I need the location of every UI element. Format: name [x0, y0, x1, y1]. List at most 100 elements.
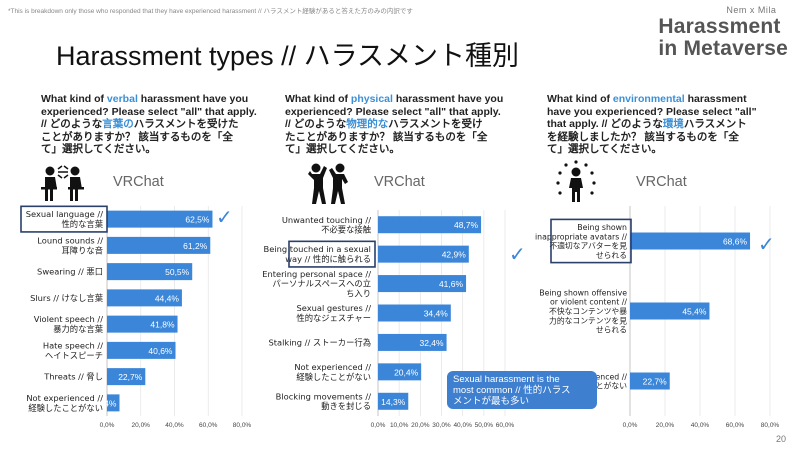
highlight-box [550, 218, 632, 264]
x-tick-label: 10,0% [390, 422, 409, 429]
bar-value-label: 7,4% [97, 398, 117, 408]
bar [107, 289, 182, 307]
chart-title-verbal: VRChat [113, 174, 164, 190]
bar-value-label: 45,4% [682, 307, 707, 317]
category-label: Being shown offensive [539, 288, 627, 297]
page-number: 20 [775, 434, 786, 444]
category-label: 耳障りな音 [62, 245, 104, 255]
category-label: Unwanted touching // [282, 215, 371, 225]
category-label: Not experienced // [26, 393, 103, 403]
bar [630, 372, 670, 390]
page-title: Harassment types // ハラスメント種別 [56, 41, 520, 71]
bar-value-label: 40,6% [148, 346, 173, 356]
q-text: ことがありますか？ 該当するものを「全 [41, 130, 233, 143]
x-tick-label: 20,0% [656, 422, 675, 429]
q-highlight: physical [350, 93, 393, 105]
x-tick-label: 80,0% [761, 422, 780, 429]
bar [630, 302, 710, 320]
category-label: せられる [596, 326, 627, 335]
q-text: harassment have you [392, 93, 504, 105]
q-text: て」選択してください。 [285, 143, 400, 155]
brand-sub: Nem x Mila [726, 5, 777, 15]
q-text: What kind of [285, 93, 351, 105]
q-text: たことがありますか？ 該当するものを「全 [285, 130, 488, 143]
footnote: *This is breakdown only those who respon… [8, 8, 413, 15]
q-text: What kind of [547, 93, 613, 105]
q-highlight: 言葉の [102, 118, 134, 130]
bar [107, 210, 213, 228]
category-label: Slurs // けなし言葉 [30, 293, 104, 303]
q-text: harassment [684, 93, 747, 105]
category-label: Lound sounds // [37, 235, 103, 245]
q-highlight: 環境 [662, 118, 684, 130]
callout-text: most common // 性的ハラス [453, 385, 571, 396]
x-tick-label: 40,0% [453, 422, 472, 429]
highlight-box [20, 205, 108, 233]
category-label: way // 性的に触られる [285, 254, 371, 264]
bar-value-label: 50,5% [165, 267, 190, 277]
brand-line2: in Metaverse [658, 37, 788, 60]
question-environmental: What kind of environmental harassment ha… [547, 93, 792, 156]
q-text: experienced? Please select "all" that ap… [285, 105, 501, 118]
q-highlight: verbal [106, 93, 138, 105]
category-label: Sexual language // [26, 209, 103, 219]
category-label: 力的なコンテンツを見 [549, 315, 627, 325]
bar-value-label: 41,8% [150, 320, 175, 330]
bar-value-label: 68,6% [723, 237, 748, 247]
q-text: て」選択してください。 [547, 143, 662, 155]
bar [107, 236, 211, 254]
category-label: 経験したことがない [28, 403, 103, 413]
bar [378, 363, 422, 381]
category-label: 性的なジェスチャー [296, 313, 371, 323]
q-highlight: 物理的な [346, 118, 389, 130]
q-text: を経験しましたか？ 該当するものを「全 [547, 130, 739, 143]
bar [107, 263, 193, 281]
q-text: ハラスメントを受けた [133, 118, 239, 130]
bar-value-label: 20,4% [394, 367, 419, 377]
q-text: that apply. // どのような [547, 118, 663, 130]
category-label: Stalking // ストーカー行為 [269, 337, 372, 347]
category-label: Swearing // 悪口 [37, 267, 103, 277]
category-label: ち入り [346, 288, 371, 298]
x-tick-label: 60,0% [199, 422, 218, 429]
q-text: What kind of [41, 93, 107, 105]
category-label: 不適切なアバターを見 [549, 241, 627, 251]
q-text: ハラスメント [683, 118, 747, 130]
category-label: 暴力的な言葉 [53, 324, 103, 334]
bar-value-label: 14,3% [381, 397, 406, 407]
chart-title-environmental: VRChat [636, 174, 687, 190]
category-label: 不快なコンテンツや暴 [549, 306, 627, 316]
bar [107, 368, 146, 386]
x-tick-label: 50,0% [475, 422, 494, 429]
bar-value-label: 62,5% [185, 215, 210, 225]
bar-value-label: 44,4% [155, 293, 180, 303]
q-text: harassment have you [137, 93, 249, 105]
category-label: Hate speech // [43, 340, 103, 350]
q-text: // どのような [285, 118, 347, 130]
x-tick-label: 40,0% [165, 422, 184, 429]
bar [107, 394, 120, 412]
bar [378, 304, 451, 322]
category-label: 動きを封じる [321, 401, 371, 411]
category-label: Violent speech // [34, 314, 103, 324]
callout-text: メントが最も多い [453, 396, 530, 407]
bar-value-label: 48,7% [454, 220, 479, 230]
x-tick-label: 60,0% [726, 422, 745, 429]
chart-title-physical: VRChat [374, 174, 425, 190]
x-tick-label: 0,0% [371, 422, 386, 429]
category-label: Entering personal space // [262, 269, 371, 279]
category-label: Sexual gestures // [296, 303, 371, 313]
bar-value-label: 34,4% [424, 309, 449, 319]
category-label: せられる [596, 251, 627, 260]
x-tick-label: 20,0% [411, 422, 430, 429]
callout-text: Sexual harassment is the [453, 374, 560, 385]
check-icon: ✓ [216, 207, 233, 229]
q-text: experienced? Please select "all" that ap… [41, 105, 257, 118]
x-tick-label: 60,0% [496, 422, 515, 429]
brand-line1: Harassment [658, 15, 781, 38]
q-text: て」選択してください。 [41, 143, 156, 155]
q-highlight: environmental [612, 93, 685, 105]
q-text: ハラスメントを受け [388, 118, 483, 130]
brand-logo: Nem x Mila Harassment in Metaverse [658, 5, 788, 60]
